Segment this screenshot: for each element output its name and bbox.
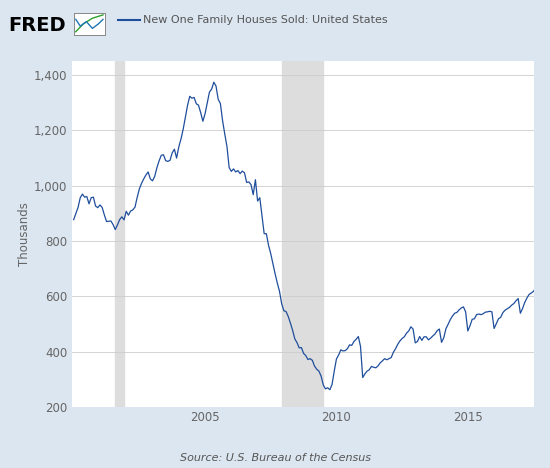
Y-axis label: Thousands: Thousands — [18, 202, 31, 266]
Text: New One Family Houses Sold: United States: New One Family Houses Sold: United State… — [143, 15, 388, 25]
Bar — [282, 61, 323, 407]
Text: FRED: FRED — [8, 16, 66, 36]
Bar — [116, 61, 124, 407]
Text: Source: U.S. Bureau of the Census: Source: U.S. Bureau of the Census — [179, 453, 371, 463]
